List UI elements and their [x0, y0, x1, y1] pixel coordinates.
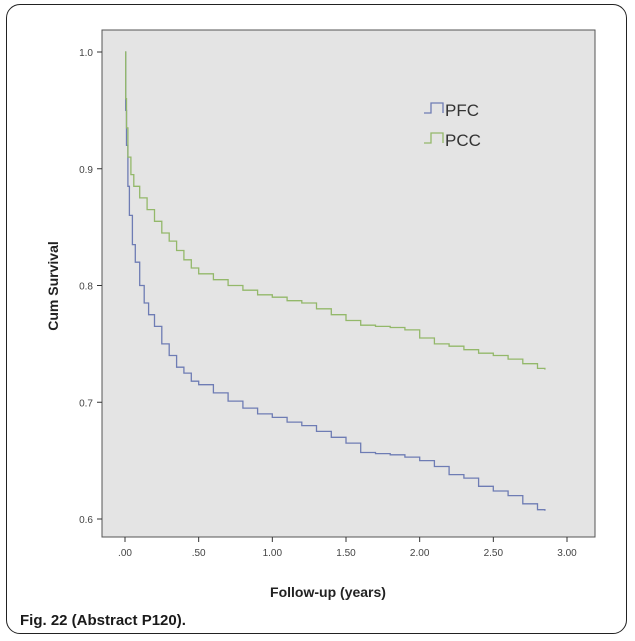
x-tick-label: 3.00	[557, 548, 577, 559]
legend-label-pcc: PCC	[445, 131, 481, 150]
x-tick-label: 2.50	[484, 548, 504, 559]
x-tick-label: .00	[118, 548, 132, 559]
legend-swatch-pfc	[424, 102, 444, 114]
series-group	[125, 51, 546, 511]
y-tick-label: 0.6	[79, 515, 93, 526]
plot-area-group	[101, 29, 596, 538]
y-tick-label: 0.8	[79, 282, 93, 293]
series-line-pcc	[125, 51, 546, 370]
x-axis-ticks: .00 .50 1.00 1.50 2.00 2.50 3.00	[118, 537, 577, 559]
series-line-pfc	[125, 51, 546, 511]
plot-area	[101, 29, 596, 538]
legend-swatch-pcc	[424, 132, 444, 144]
figure-caption: Fig. 22 (Abstract P120).	[20, 612, 186, 629]
y-tick-label: 0.9	[79, 165, 93, 176]
legend-label-pfc: PFC	[445, 101, 479, 120]
x-tick-label: 1.50	[336, 548, 356, 559]
y-tick-label: 1.0	[79, 48, 93, 59]
y-axis-ticks: 0.6 0.7 0.8 0.9 1.0	[79, 48, 102, 526]
chart-legend: PFC PCC	[424, 101, 481, 150]
x-axis-label: Follow-up (years)	[270, 584, 386, 600]
x-tick-label: 2.00	[410, 548, 430, 559]
x-tick-label: .50	[192, 548, 206, 559]
x-tick-label: 1.00	[263, 548, 283, 559]
y-axis-label: Cum Survival	[45, 241, 61, 330]
y-tick-label: 0.7	[79, 398, 93, 409]
